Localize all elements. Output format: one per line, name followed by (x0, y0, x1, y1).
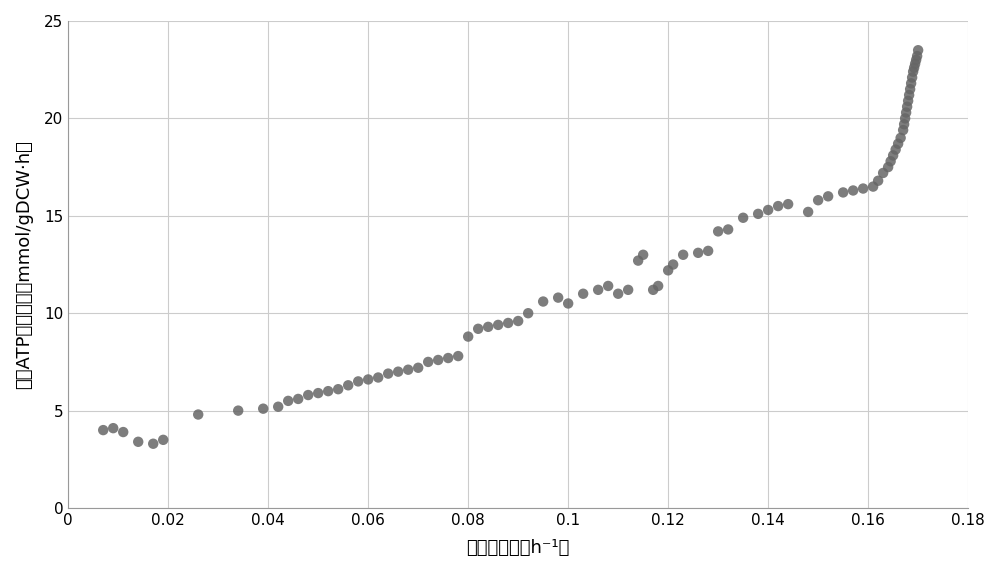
Point (905, 67, 921, 76)
Point (865, 182, 881, 191)
Point (635, 250, 651, 259)
Point (898, 108, 914, 117)
Point (770, 201, 786, 210)
Point (490, 320, 506, 329)
Point (270, 402, 286, 411)
Point (620, 285, 636, 295)
Point (350, 377, 366, 386)
Point (760, 205, 776, 214)
Point (645, 285, 661, 295)
Point (390, 367, 406, 376)
Point (440, 353, 456, 363)
Point (800, 207, 816, 216)
Point (535, 297, 551, 306)
Point (370, 373, 386, 382)
Point (130, 437, 146, 446)
Point (845, 186, 861, 195)
Point (899, 102, 915, 112)
X-axis label: 比生长速率（h⁻¹）: 比生长速率（h⁻¹） (466, 539, 570, 557)
Point (255, 404, 271, 413)
Point (720, 225, 736, 234)
Point (300, 391, 316, 400)
Point (360, 375, 376, 384)
Point (95, 426, 111, 435)
Y-axis label: 生成ATP通量之和（mmol/gDCW·h）: 生成ATP通量之和（mmol/gDCW·h） (15, 140, 33, 389)
Point (630, 256, 646, 265)
Point (190, 410, 206, 419)
Point (575, 289, 591, 299)
Point (895, 125, 911, 134)
Point (665, 260, 681, 269)
Point (890, 139, 906, 148)
Point (675, 250, 691, 259)
Point (875, 168, 891, 177)
Point (400, 365, 416, 374)
Point (885, 151, 901, 160)
Point (340, 381, 356, 390)
Point (320, 387, 336, 396)
Point (835, 188, 851, 197)
Point (550, 293, 566, 302)
Point (480, 322, 496, 331)
Point (903, 79, 919, 88)
Point (690, 248, 706, 257)
Point (105, 424, 121, 433)
Point (710, 227, 726, 236)
Point (902, 85, 918, 94)
Point (410, 363, 426, 372)
Point (700, 247, 716, 256)
Point (820, 192, 836, 201)
Point (450, 352, 466, 361)
Point (896, 120, 912, 129)
Point (888, 145, 904, 154)
Point (908, 55, 924, 65)
Point (155, 435, 171, 444)
Point (883, 157, 899, 166)
Point (750, 209, 766, 219)
Point (650, 281, 666, 291)
Point (897, 114, 913, 123)
Point (280, 396, 296, 406)
Point (880, 162, 896, 172)
Point (500, 319, 516, 328)
Point (330, 384, 346, 394)
Point (906, 63, 922, 72)
Point (904, 73, 920, 82)
Point (610, 289, 626, 299)
Point (910, 46, 926, 55)
Point (380, 369, 396, 378)
Point (560, 299, 576, 308)
Point (810, 196, 826, 205)
Point (600, 281, 616, 291)
Point (660, 266, 676, 275)
Point (145, 439, 161, 448)
Point (420, 358, 436, 367)
Point (909, 51, 925, 61)
Point (310, 388, 326, 398)
Point (510, 316, 526, 325)
Point (430, 355, 446, 364)
Point (290, 394, 306, 403)
Point (460, 332, 476, 341)
Point (901, 90, 917, 100)
Point (590, 285, 606, 295)
Point (735, 213, 751, 223)
Point (893, 133, 909, 142)
Point (907, 59, 923, 69)
Point (115, 427, 131, 436)
Point (900, 96, 916, 105)
Point (520, 309, 536, 318)
Point (470, 324, 486, 333)
Point (780, 200, 796, 209)
Point (230, 406, 246, 415)
Point (855, 184, 871, 193)
Point (870, 176, 886, 185)
